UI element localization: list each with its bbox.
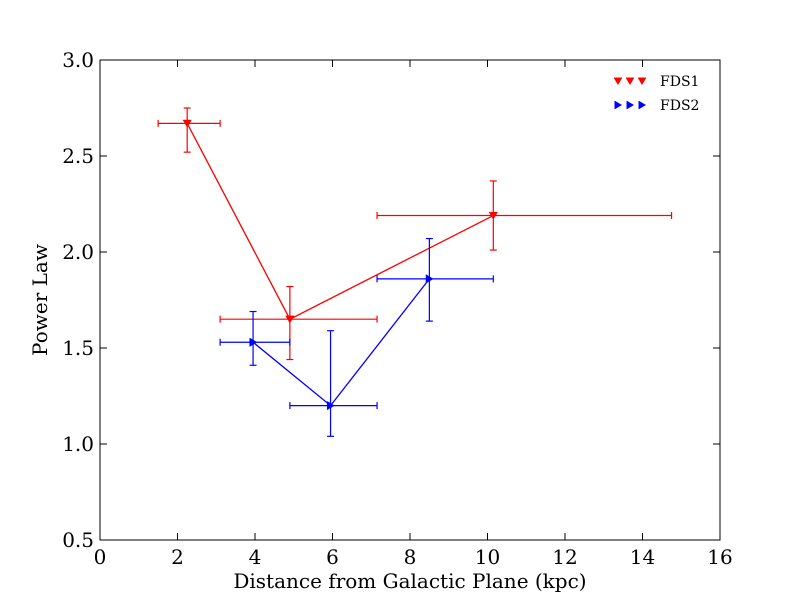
- data-point: [285, 315, 295, 324]
- y-tick-label: 0.5: [62, 528, 94, 552]
- axis-ticks: [99, 59, 721, 541]
- legend-marker: [637, 77, 647, 86]
- x-axis-label: Distance from Galactic Plane (kpc): [233, 569, 586, 593]
- legend-marker: [638, 100, 647, 110]
- axes-box: [99, 59, 721, 541]
- x-tick-label: 12: [552, 545, 577, 569]
- x-tick-label: 6: [326, 545, 339, 569]
- legend-item-fds1: FDS1: [613, 74, 699, 90]
- legend-marker: [625, 77, 635, 86]
- data-point: [326, 400, 335, 411]
- x-tick-label: 4: [249, 545, 262, 569]
- y-tick-label: 3.0: [62, 48, 94, 72]
- error-bar: [157, 107, 221, 153]
- x-tick-label: 16: [707, 545, 732, 569]
- data-point: [488, 211, 498, 220]
- y-tick-label: 1.5: [62, 336, 94, 360]
- legend-label: FDS2: [660, 98, 699, 114]
- legend-marker: [613, 77, 623, 86]
- x-tick-label: 8: [404, 545, 417, 569]
- error-bar: [219, 285, 378, 361]
- y-tick-label: 2.0: [62, 240, 94, 264]
- legend-item-fds2: FDS2: [614, 98, 699, 114]
- y-tick-label: 1.0: [62, 432, 94, 456]
- axis-tick-labels: 0 2 4 6 8 10 12 14 16 0.5 1.0 1.5 2.0 2.5 3.0: [62, 48, 733, 569]
- x-tick-label: 2: [171, 545, 184, 569]
- series-fds2: [219, 237, 494, 437]
- axes-frame: [99, 59, 721, 541]
- series-fds1: [157, 107, 673, 361]
- series-line: [186, 123, 494, 321]
- x-tick-label: 10: [475, 545, 500, 569]
- x-tick-label: 14: [630, 545, 655, 569]
- legend-marker: [626, 100, 635, 110]
- y-tick-label: 2.5: [62, 144, 94, 168]
- data-point: [182, 119, 192, 128]
- legend: FDS1 FDS2: [613, 74, 699, 114]
- legend-label: FDS1: [660, 74, 699, 90]
- x-tick-label: 0: [94, 545, 107, 569]
- error-bar: [376, 237, 494, 322]
- y-axis-label: Power Law: [28, 244, 52, 356]
- legend-marker: [614, 100, 623, 110]
- plot-area: [157, 107, 673, 437]
- error-bar: [376, 180, 673, 251]
- data-point: [249, 337, 258, 347]
- data-point: [425, 274, 434, 284]
